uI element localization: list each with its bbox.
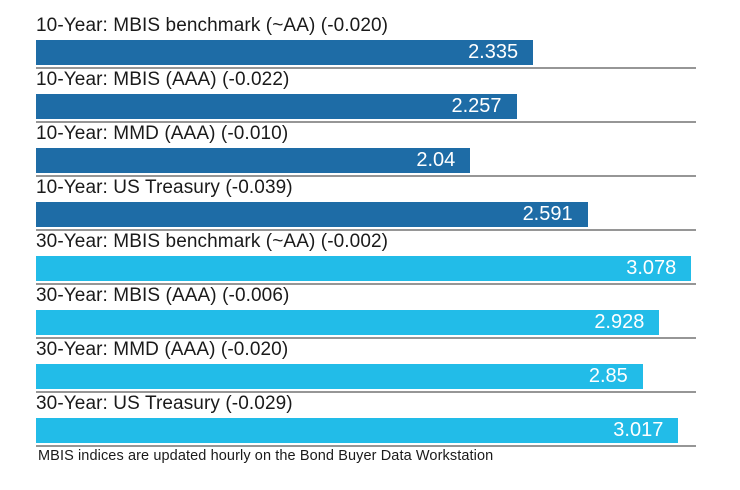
bar-track: 2.591 xyxy=(36,202,696,227)
bar: 3.017 xyxy=(36,418,679,443)
bar-label: 30-Year: US Treasury (-0.029) xyxy=(36,393,293,414)
bar: 2.591 xyxy=(36,202,588,227)
bar-value: 2.85 xyxy=(588,365,628,387)
bar-value: 2.335 xyxy=(468,41,519,63)
bar-track: 2.928 xyxy=(36,310,696,335)
chart-row: 30-Year: MMD (AAA) (-0.020) 2.85 xyxy=(36,339,696,393)
bar-label: 10-Year: US Treasury (-0.039) xyxy=(36,177,293,198)
bar-track: 2.85 xyxy=(36,364,696,389)
bar: 3.078 xyxy=(36,256,692,281)
chart-row: 10-Year: US Treasury (-0.039) 2.591 xyxy=(36,177,696,231)
bar-track: 3.017 xyxy=(36,418,696,443)
bar-value: 3.078 xyxy=(626,257,677,279)
bar-value: 2.04 xyxy=(416,149,456,171)
bar: 2.257 xyxy=(36,94,517,119)
bar-track: 2.335 xyxy=(36,40,696,65)
bar-label: 10-Year: MMD (AAA) (-0.010) xyxy=(36,123,289,144)
chart-row: 10-Year: MBIS (AAA) (-0.022) 2.257 xyxy=(36,69,696,123)
bar-label: 10-Year: MBIS (AAA) (-0.022) xyxy=(36,69,290,90)
chart-row: 10-Year: MBIS benchmark (~AA) (-0.020) 2.… xyxy=(36,15,696,69)
bar: 2.85 xyxy=(36,364,643,389)
chart-footnote: MBIS indices are updated hourly on the B… xyxy=(38,448,494,464)
chart-row: 30-Year: MBIS (AAA) (-0.006) 2.928 xyxy=(36,285,696,339)
bar-track: 2.257 xyxy=(36,94,696,119)
chart-row: 30-Year: US Treasury (-0.029) 3.017 xyxy=(36,393,696,447)
bar: 2.928 xyxy=(36,310,660,335)
bar-label: 30-Year: MBIS benchmark (~AA) (-0.002) xyxy=(36,231,389,252)
bar: 2.04 xyxy=(36,148,471,173)
bar-value: 2.257 xyxy=(451,95,502,117)
bar-track: 2.04 xyxy=(36,148,696,173)
bar-track: 3.078 xyxy=(36,256,696,281)
bar-value: 3.017 xyxy=(613,419,664,441)
bar-label: 10-Year: MBIS benchmark (~AA) (-0.020) xyxy=(36,15,389,36)
chart-row: 30-Year: MBIS benchmark (~AA) (-0.002) 3.… xyxy=(36,231,696,285)
chart-row: 10-Year: MMD (AAA) (-0.010) 2.04 xyxy=(36,123,696,177)
bar: 2.335 xyxy=(36,40,534,65)
bar-label: 30-Year: MBIS (AAA) (-0.006) xyxy=(36,285,290,306)
bar-value: 2.928 xyxy=(594,311,645,333)
bar-chart: 10-Year: MBIS benchmark (~AA) (-0.020) 2.… xyxy=(36,15,696,447)
bar-value: 2.591 xyxy=(522,203,573,225)
bar-label: 30-Year: MMD (AAA) (-0.020) xyxy=(36,339,289,360)
